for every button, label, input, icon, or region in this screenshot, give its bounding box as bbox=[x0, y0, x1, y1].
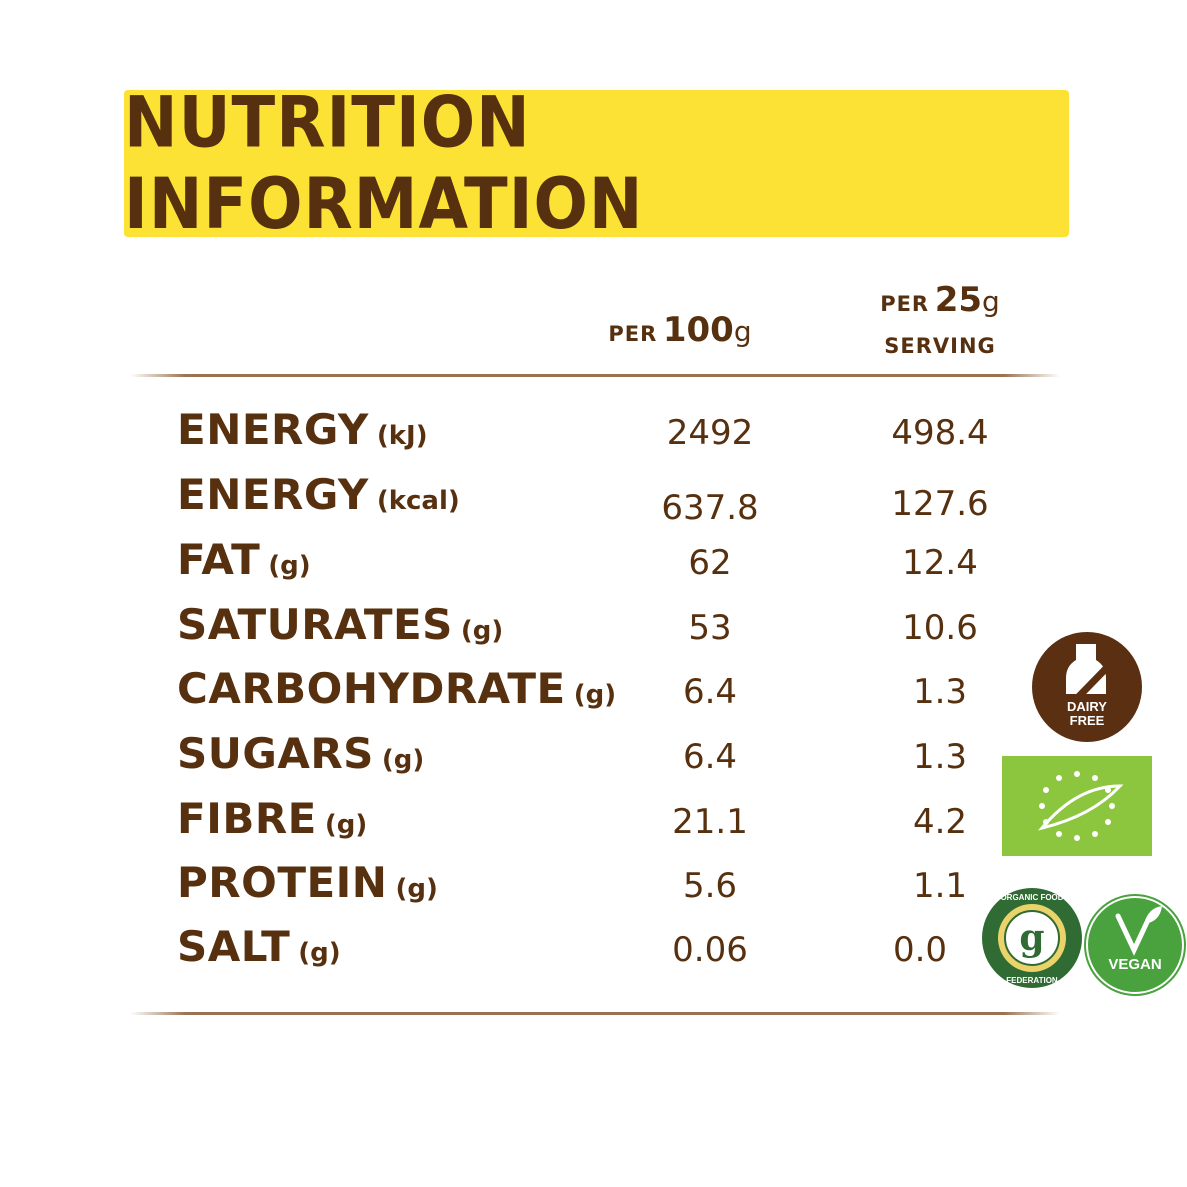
value-per-100g: 6.4 bbox=[682, 737, 738, 777]
value-per-serving: 12.4 bbox=[902, 543, 978, 583]
column-header-unit: g bbox=[982, 285, 1000, 318]
divider-bottom bbox=[130, 1012, 1060, 1015]
nutrient-unit: (g) bbox=[381, 745, 425, 775]
nutrient-label: FIBRE (g) bbox=[177, 794, 367, 843]
value-per-100g: 0.06 bbox=[672, 930, 748, 970]
column-header-suffix: SERVING bbox=[884, 334, 996, 358]
nutrient-unit: (g) bbox=[460, 616, 504, 646]
nutrient-label: SALT (g) bbox=[177, 922, 341, 971]
nutrient-label: ENERGY (kcal) bbox=[177, 470, 460, 519]
value-per-100g: 21.1 bbox=[672, 802, 748, 842]
column-header-per-100g: PER 100g bbox=[590, 310, 770, 350]
value-per-100g: 6.4 bbox=[682, 672, 738, 712]
off-line2: FEDERATION bbox=[1006, 976, 1058, 985]
page-title: NUTRITION INFORMATION bbox=[124, 82, 644, 245]
value-per-100g: 53 bbox=[688, 608, 732, 648]
organic-food-federation-badge: g ORGANIC FOOD FEDERATION bbox=[982, 888, 1082, 988]
divider-top bbox=[130, 374, 1060, 377]
column-header-per-serving: PER 25g SERVING bbox=[845, 280, 1035, 366]
organic-food-federation-logo: g ORGANIC FOOD FEDERATION bbox=[984, 890, 1080, 986]
nutrient-name: PROTEIN bbox=[177, 858, 388, 907]
off-line1: ORGANIC FOOD bbox=[1000, 893, 1063, 902]
off-letter: g bbox=[1019, 917, 1044, 959]
value-per-100g: 637.8 bbox=[661, 488, 759, 528]
eu-organic-leaf-icon bbox=[1037, 771, 1124, 841]
column-header-unit: g bbox=[733, 315, 752, 348]
nutrient-label: PROTEIN (g) bbox=[177, 858, 438, 907]
nutrient-name: SATURATES bbox=[177, 600, 453, 649]
title-banner: NUTRITION INFORMATION bbox=[124, 82, 1069, 245]
nutrient-name: FIBRE bbox=[177, 794, 317, 843]
nutrient-name: CARBOHYDRATE bbox=[177, 664, 566, 713]
value-per-serving: 1.3 bbox=[912, 672, 968, 712]
nutrient-unit: (g) bbox=[268, 551, 311, 581]
nutrient-name: FAT bbox=[177, 535, 261, 584]
table-row: FIBRE (g) 21.1 4.2 bbox=[0, 794, 1187, 854]
vegan-v-leaf-icon bbox=[1086, 896, 1184, 994]
nutrient-label: ENERGY (kJ) bbox=[177, 405, 428, 454]
table-row: SATURATES (g) 53 10.6 bbox=[0, 600, 1187, 660]
table-row: SALT (g) 0.06 0.0 bbox=[0, 922, 1187, 982]
nutrient-unit: (g) bbox=[324, 810, 368, 840]
column-header-amount: 100 bbox=[662, 310, 734, 350]
value-per-serving: 127.6 bbox=[891, 484, 989, 524]
value-per-100g: 2492 bbox=[666, 413, 754, 453]
nutrient-name: SALT bbox=[177, 922, 291, 971]
nutrient-unit: (kJ) bbox=[376, 421, 428, 451]
table-row: SUGARS (g) 6.4 1.3 bbox=[0, 729, 1187, 789]
table-row: PROTEIN (g) 5.6 1.1 bbox=[0, 858, 1187, 918]
dairy-free-line2: FREE bbox=[1069, 713, 1105, 728]
value-per-100g: 62 bbox=[688, 543, 732, 583]
column-header-prefix: PER bbox=[608, 322, 658, 346]
vegan-badge: VEGAN bbox=[1084, 894, 1186, 996]
column-header-prefix: PER bbox=[880, 292, 930, 316]
nutrient-unit: (g) bbox=[395, 874, 438, 904]
value-per-serving: 0.0 bbox=[892, 930, 948, 970]
table-row: CARBOHYDRATE (g) 6.4 1.3 bbox=[0, 664, 1187, 724]
eu-organic-badge bbox=[1002, 756, 1152, 856]
nutrient-unit: (g) bbox=[573, 680, 617, 710]
value-per-serving: 4.2 bbox=[912, 802, 968, 842]
dairy-free-badge: DAIRY FREE bbox=[1032, 632, 1142, 742]
nutrient-label: SATURATES (g) bbox=[177, 600, 503, 649]
table-row: ENERGY (kJ) 2492 498.4 bbox=[0, 405, 1187, 465]
table-row: FAT (g) 62 12.4 bbox=[0, 535, 1187, 595]
value-per-serving: 1.3 bbox=[912, 737, 968, 777]
nutrient-label: CARBOHYDRATE (g) bbox=[177, 664, 616, 713]
nutrient-unit: (kcal) bbox=[376, 486, 460, 516]
value-per-serving: 1.1 bbox=[912, 866, 968, 906]
nutrient-name: ENERGY bbox=[177, 470, 369, 519]
nutrient-name: ENERGY bbox=[177, 405, 369, 454]
value-per-serving: 10.6 bbox=[902, 608, 978, 648]
nutrient-name: SUGARS bbox=[177, 729, 374, 778]
table-row: ENERGY (kcal) 637.8 127.6 bbox=[0, 470, 1187, 530]
dairy-free-line1: DAIRY bbox=[1067, 699, 1107, 714]
value-per-100g: 5.6 bbox=[682, 866, 738, 906]
nutrient-label: FAT (g) bbox=[177, 535, 311, 584]
nutrient-label: SUGARS (g) bbox=[177, 729, 424, 778]
nutrient-unit: (g) bbox=[298, 938, 341, 968]
column-header-amount: 25 bbox=[934, 280, 983, 320]
value-per-serving: 498.4 bbox=[891, 413, 989, 453]
vegan-label: VEGAN bbox=[1108, 956, 1162, 973]
milk-bottle-icon bbox=[1049, 644, 1127, 727]
